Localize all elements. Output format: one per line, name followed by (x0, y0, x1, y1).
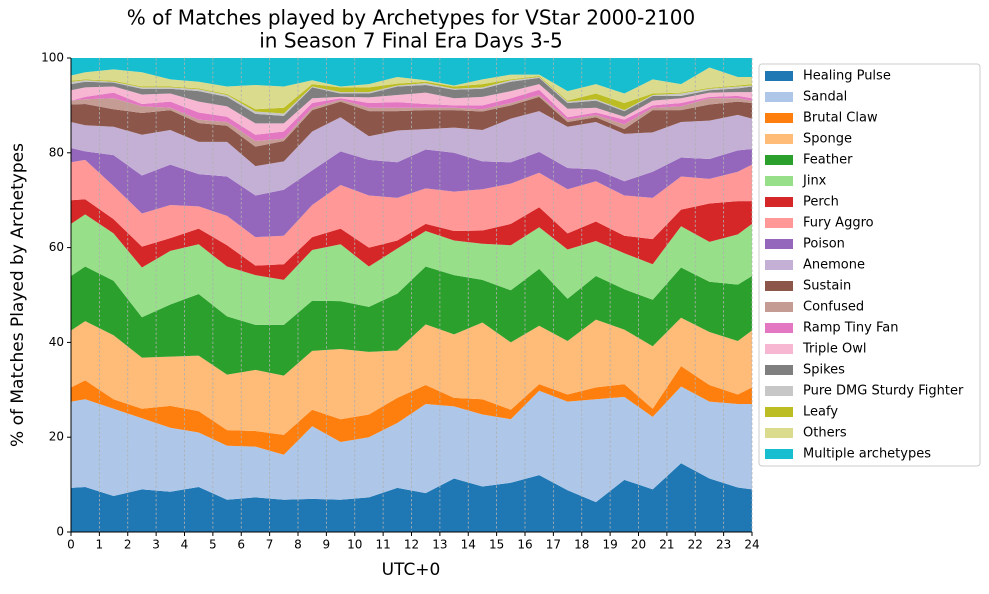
x-tick-label: 0 (67, 538, 75, 552)
legend-label: Feather (803, 153, 853, 168)
x-axis-label: UTC+0 (382, 560, 441, 580)
x-tick-label: 20 (631, 538, 646, 552)
legend-label: Poison (803, 237, 845, 252)
area (71, 76, 752, 114)
legend-swatch (765, 365, 793, 375)
legend-swatch (765, 176, 793, 186)
legend-swatch (765, 71, 793, 81)
x-tick-label: 14 (461, 538, 476, 552)
x-tick-label: 10 (347, 538, 362, 552)
legend-label: Multiple archetypes (803, 447, 931, 462)
x-tick-label: 13 (432, 538, 447, 552)
x-tick-label: 3 (152, 538, 160, 552)
legend-swatch (765, 302, 793, 312)
legend-label: Brutal Claw (803, 111, 878, 126)
chart-title: % of Matches played by Archetypes for VS… (127, 6, 696, 30)
legend-label: Others (803, 426, 847, 441)
y-axis-label: % of Matches Played by Archetypes (8, 143, 28, 447)
area (71, 76, 752, 116)
x-tick-label: 2 (124, 538, 132, 552)
x-tick-label: 5 (209, 538, 217, 552)
legend-label: Fury Aggro (803, 216, 874, 231)
y-tick-label: 60 (49, 240, 64, 254)
x-tick-label: 18 (574, 538, 589, 552)
x-tick-label: 7 (266, 538, 274, 552)
legend-swatch (765, 134, 793, 144)
x-tick-label: 9 (323, 538, 331, 552)
x-tick-label: 24 (744, 538, 759, 552)
legend-swatch (765, 281, 793, 291)
x-tick-label: 1 (96, 538, 104, 552)
legend-swatch (765, 218, 793, 228)
legend-label: Anemone (803, 258, 865, 273)
x-tick-label: 11 (375, 538, 390, 552)
legend-label: Perch (803, 195, 839, 210)
x-tick-label: 22 (688, 538, 703, 552)
legend-label: Triple Owl (802, 342, 866, 357)
legend-label: Jinx (802, 174, 827, 189)
legend-swatch (765, 323, 793, 333)
legend-label: Confused (803, 300, 864, 315)
x-tick-label: 8 (294, 538, 302, 552)
legend-swatch (765, 407, 793, 417)
y-tick-label: 100 (41, 51, 64, 65)
x-tick-label: 12 (404, 538, 419, 552)
area (71, 148, 752, 238)
legend-label: Healing Pulse (803, 69, 891, 84)
legend-swatch (765, 113, 793, 123)
legend-swatch (765, 386, 793, 396)
x-tick-label: 17 (546, 538, 561, 552)
legend-box (758, 63, 981, 467)
legend-swatch (765, 428, 793, 438)
legend-swatch (765, 239, 793, 249)
x-tick-label: 6 (237, 538, 245, 552)
x-tick-label: 23 (716, 538, 731, 552)
legend-swatch (765, 155, 793, 165)
y-tick-label: 0 (56, 525, 64, 539)
legend-label: Sponge (803, 132, 852, 147)
x-tick-label: 19 (602, 538, 617, 552)
x-tick-label: 15 (489, 538, 504, 552)
legend-label: Pure DMG Sturdy Fighter (803, 384, 964, 399)
legend-label: Sandal (803, 90, 847, 105)
legend-swatch (765, 197, 793, 207)
legend-label: Spikes (803, 363, 845, 378)
legend-label: Sustain (803, 279, 851, 294)
area (71, 58, 752, 94)
legend-label: Leafy (803, 405, 838, 420)
legend-swatch (765, 260, 793, 270)
legend-swatch (765, 449, 793, 459)
x-tick-label: 4 (181, 538, 189, 552)
x-tick-label: 21 (659, 538, 674, 552)
y-tick-label: 40 (49, 335, 64, 349)
area (71, 89, 752, 141)
legend-swatch (765, 344, 793, 354)
x-tick-label: 16 (517, 538, 532, 552)
y-tick-label: 80 (49, 145, 64, 159)
area (71, 94, 752, 147)
y-tick-label: 20 (49, 430, 64, 444)
legend-label: Ramp Tiny Fan (803, 321, 898, 336)
legend-swatch (765, 92, 793, 102)
chart-title: in Season 7 Final Era Days 3-5 (259, 29, 562, 53)
